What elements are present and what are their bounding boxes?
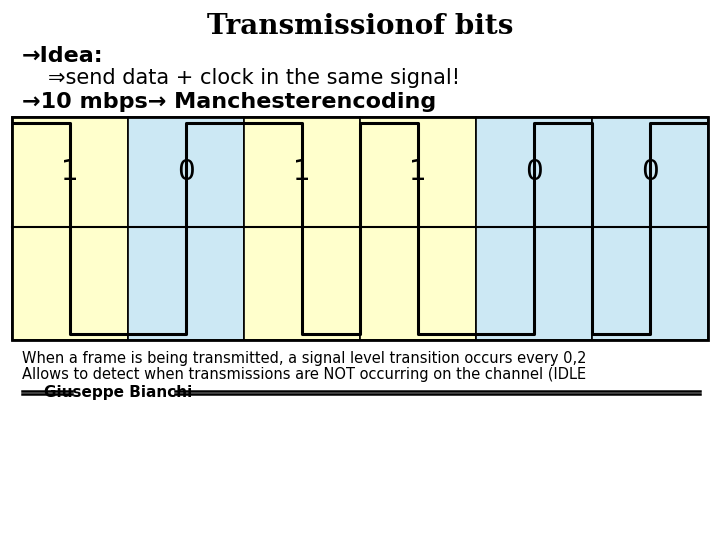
Bar <box>360 227 476 340</box>
Bar <box>12 117 128 227</box>
Bar <box>128 227 244 340</box>
Bar <box>12 227 128 340</box>
Text: 1: 1 <box>61 158 78 186</box>
Bar <box>476 227 592 340</box>
Bar <box>244 227 360 340</box>
Text: Allows to detect when transmissions are NOT occurring on the channel (IDLE: Allows to detect when transmissions are … <box>22 368 586 382</box>
Text: Transmissionof bits: Transmissionof bits <box>207 14 513 40</box>
Text: ⇒send data + clock in the same signal!: ⇒send data + clock in the same signal! <box>48 68 460 88</box>
Text: →10 mbps→ Manchesterencoding: →10 mbps→ Manchesterencoding <box>22 92 436 112</box>
Text: 1: 1 <box>293 158 311 186</box>
Bar <box>12 117 708 340</box>
Text: 1: 1 <box>409 158 427 186</box>
Bar <box>592 227 708 340</box>
Bar <box>244 117 360 227</box>
Text: 0: 0 <box>641 158 659 186</box>
Bar <box>476 117 592 227</box>
Text: 0: 0 <box>525 158 543 186</box>
Bar <box>128 117 244 227</box>
Bar <box>592 117 708 227</box>
Bar <box>360 117 476 227</box>
Text: Giuseppe Bianchi: Giuseppe Bianchi <box>44 386 192 401</box>
Text: 0: 0 <box>177 158 195 186</box>
Text: →Idea:: →Idea: <box>22 46 104 66</box>
Text: When a frame is being transmitted, a signal level transition occurs every 0,2: When a frame is being transmitted, a sig… <box>22 350 587 366</box>
